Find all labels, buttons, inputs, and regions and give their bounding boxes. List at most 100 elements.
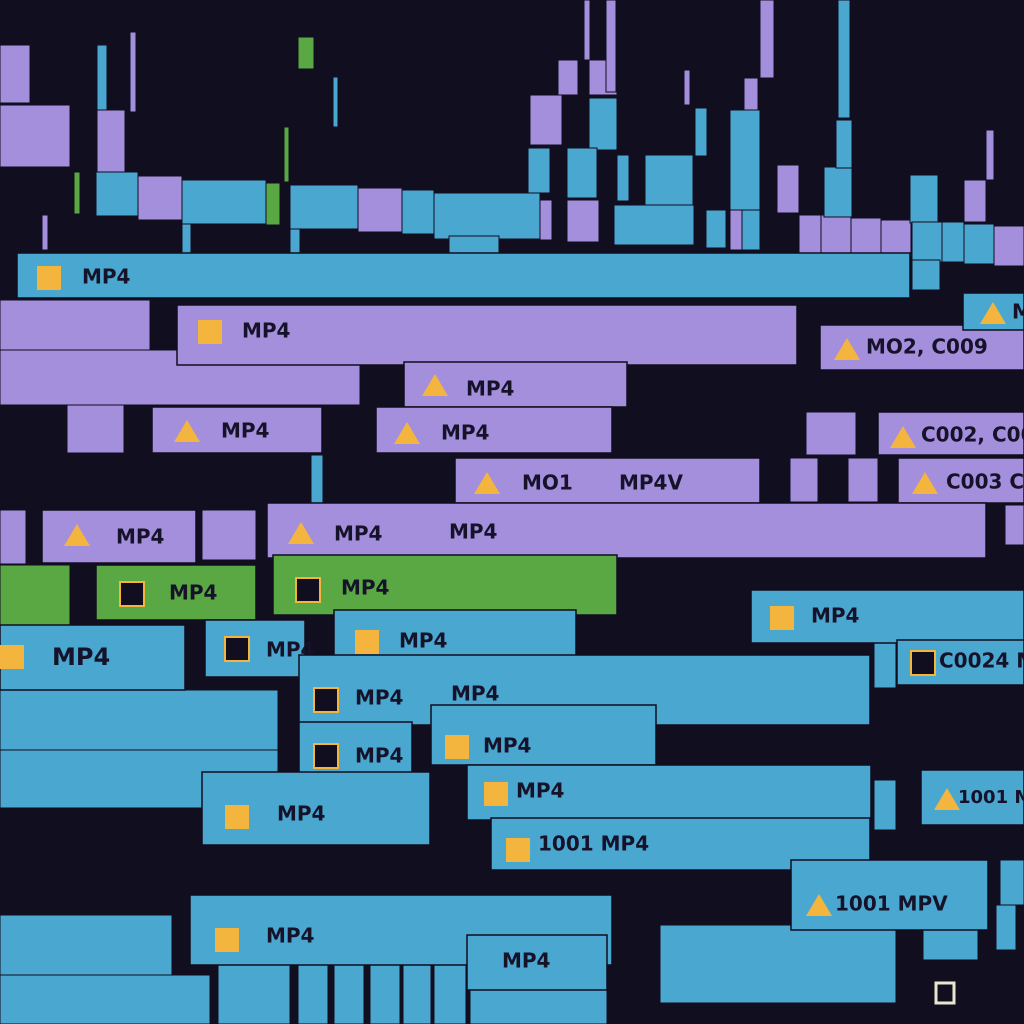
clip[interactable] (850, 217, 882, 259)
clip[interactable] (837, 0, 851, 119)
clip[interactable] (289, 184, 359, 230)
clip[interactable] (0, 299, 151, 351)
clip[interactable] (557, 59, 579, 96)
clip[interactable] (993, 225, 1024, 267)
clip[interactable]: MP4 (430, 704, 657, 766)
clip[interactable]: MP4 MP4 (266, 502, 987, 559)
clip[interactable]: MP4 (151, 406, 323, 454)
clip[interactable] (820, 214, 852, 256)
clip[interactable] (181, 179, 267, 225)
clip[interactable] (566, 199, 600, 243)
clip[interactable] (401, 189, 435, 235)
clip[interactable]: MP4 (466, 934, 608, 991)
clip[interactable] (0, 974, 211, 1024)
clip[interactable] (759, 0, 775, 79)
clip[interactable] (705, 209, 727, 249)
clip[interactable] (999, 859, 1024, 906)
clip[interactable] (995, 904, 1017, 951)
clip[interactable] (588, 97, 618, 151)
clip[interactable] (963, 179, 987, 223)
clip[interactable] (66, 404, 125, 454)
clip[interactable] (137, 175, 183, 221)
clip[interactable]: MO1 MP4V (454, 457, 761, 504)
clip[interactable] (0, 44, 31, 104)
clip[interactable]: MP4 (41, 509, 197, 564)
clip[interactable]: C003 C0 (897, 457, 1024, 504)
clip[interactable] (529, 94, 563, 146)
clip[interactable]: MP4 (176, 304, 798, 366)
clip[interactable] (0, 689, 279, 751)
clip[interactable]: MP4 (272, 554, 618, 616)
clip[interactable]: MP4 (466, 764, 872, 821)
clip[interactable] (963, 223, 995, 265)
clip[interactable] (805, 411, 857, 456)
clip[interactable]: MO2, C009 (819, 324, 1024, 371)
clip[interactable] (729, 109, 761, 211)
clip[interactable] (41, 214, 49, 251)
clip[interactable] (297, 36, 315, 70)
clip[interactable] (798, 214, 822, 256)
clip[interactable] (1004, 504, 1024, 546)
clip[interactable] (789, 457, 819, 503)
clip[interactable] (659, 924, 897, 1004)
clip[interactable] (583, 0, 591, 61)
clip[interactable] (73, 171, 81, 215)
clip[interactable] (694, 107, 708, 157)
clip[interactable] (0, 564, 71, 626)
clip[interactable]: C0024 M (896, 639, 1024, 686)
clip[interactable] (985, 129, 995, 181)
clip[interactable] (0, 914, 173, 976)
clip[interactable] (217, 959, 291, 1024)
clip-icon (474, 472, 500, 494)
clip[interactable] (873, 639, 897, 689)
clip[interactable]: 1001 M (920, 769, 1024, 826)
clip[interactable] (433, 192, 541, 240)
clip[interactable] (539, 199, 553, 241)
clip[interactable]: 1001 MPV (790, 859, 989, 931)
clip[interactable] (332, 76, 339, 128)
clip[interactable] (0, 104, 71, 168)
clip[interactable] (911, 259, 941, 291)
clip[interactable] (605, 0, 617, 93)
clip[interactable]: M (962, 292, 1024, 331)
clip[interactable] (823, 166, 853, 218)
clip[interactable]: MP4 (298, 721, 413, 781)
clip[interactable] (566, 147, 598, 199)
clip[interactable]: MP4 (16, 252, 911, 299)
clip[interactable] (181, 223, 192, 255)
clip[interactable]: MP4 (750, 589, 1024, 644)
clip[interactable] (297, 954, 329, 1024)
clip[interactable]: MP4 (0, 624, 186, 691)
clip[interactable] (911, 221, 943, 263)
clip[interactable]: MP4 (204, 619, 314, 678)
clip[interactable] (201, 509, 257, 561)
clip[interactable]: MP4 (375, 406, 613, 454)
clip[interactable] (909, 174, 939, 224)
clip[interactable] (95, 171, 139, 217)
clip[interactable] (265, 182, 281, 226)
clip[interactable] (357, 187, 403, 233)
clip[interactable] (644, 154, 694, 206)
clip[interactable]: MP4 (201, 771, 431, 846)
clip[interactable] (96, 44, 108, 111)
clip[interactable] (741, 209, 761, 251)
clip[interactable] (743, 77, 759, 111)
clip[interactable] (0, 509, 27, 565)
clip[interactable] (847, 457, 879, 503)
clip[interactable] (613, 204, 695, 246)
clip[interactable]: C002, C003 (877, 411, 1024, 456)
clip[interactable] (96, 109, 126, 173)
clip[interactable] (873, 779, 897, 831)
clip[interactable]: MP4 (95, 564, 257, 621)
clip[interactable] (527, 147, 551, 194)
clip[interactable] (776, 164, 800, 214)
clip[interactable] (310, 454, 324, 506)
clip[interactable] (129, 31, 137, 113)
clip[interactable] (729, 209, 743, 251)
clip[interactable] (616, 154, 630, 202)
clip[interactable] (683, 69, 691, 106)
clip[interactable]: MP4 (403, 361, 628, 408)
clip[interactable] (941, 221, 965, 263)
clip[interactable] (283, 126, 290, 183)
clip[interactable] (835, 119, 853, 169)
